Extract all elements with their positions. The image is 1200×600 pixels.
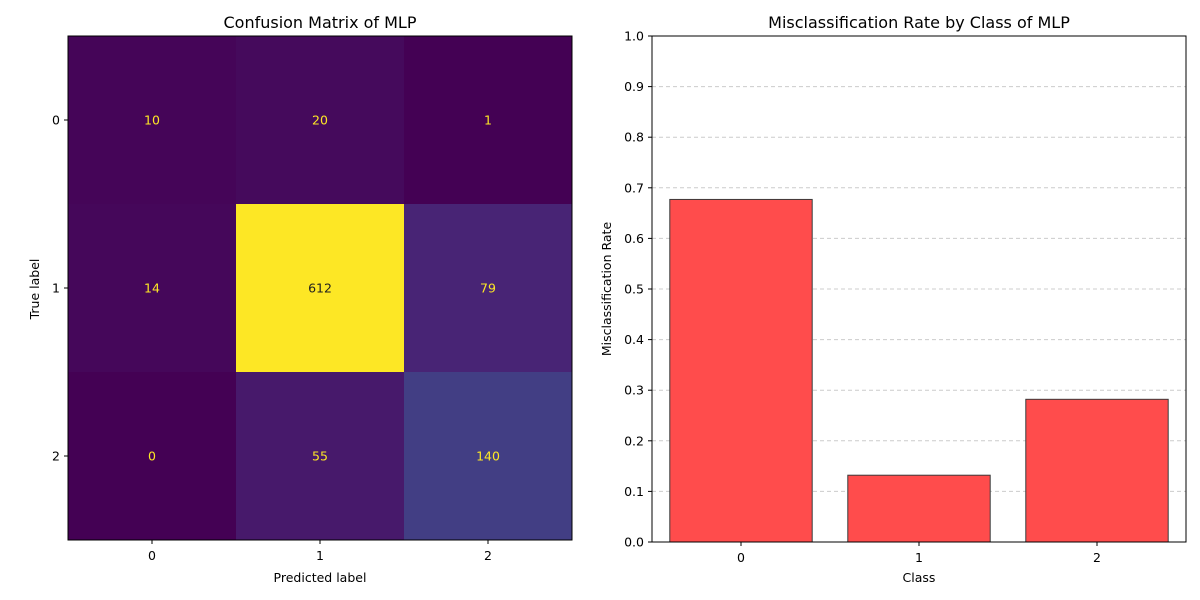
matrix-cell xyxy=(404,36,572,204)
matrix-cell xyxy=(404,204,572,372)
y-tick-label: 0.3 xyxy=(624,383,644,398)
y-tick-label: 0 xyxy=(52,113,60,128)
matrix-cell xyxy=(68,204,236,372)
matrix-cell xyxy=(68,372,236,540)
confusion-matrix-x-ticks: 0 1 2 xyxy=(148,540,492,563)
matrix-cell-value: 612 xyxy=(308,281,332,296)
bar-chart-y-axis-label: Misclassification Rate xyxy=(599,222,614,357)
matrix-cell xyxy=(236,204,404,372)
matrix-cell-value: 55 xyxy=(312,449,328,464)
bar-chart-title: Misclassification Rate by Class of MLP xyxy=(768,13,1070,32)
y-tick-label: 0.8 xyxy=(624,130,644,145)
x-tick-label: 2 xyxy=(484,548,492,563)
matrix-cell-value: 0 xyxy=(148,449,156,464)
bar-chart-panel: Misclassification Rate by Class of MLP 0… xyxy=(599,13,1187,585)
confusion-matrix-title: Confusion Matrix of MLP xyxy=(223,13,416,32)
y-tick-label: 0.9 xyxy=(624,79,644,94)
matrix-cell-value: 140 xyxy=(476,449,500,464)
y-tick-label: 0.5 xyxy=(624,282,644,297)
confusion-matrix-panel: Confusion Matrix of MLP 10 20 114 612 790 55 1… xyxy=(27,13,573,585)
bar-chart-bars xyxy=(669,198,1169,543)
matrix-cell-value: 20 xyxy=(312,113,328,128)
x-tick-label: 1 xyxy=(915,550,923,565)
bar-chart-y-ticks: 0.0 0.1 0.2 0.3 0.4 0.5 0.6 0.7 0.8 0.9 1.0 xyxy=(624,29,652,550)
confusion-matrix-x-axis-label: Predicted label xyxy=(274,570,367,585)
y-tick-label: 0.6 xyxy=(624,231,644,246)
matrix-cell xyxy=(68,36,236,204)
bar xyxy=(669,198,813,543)
y-tick-label: 0.1 xyxy=(624,484,644,499)
matrix-cell xyxy=(404,372,572,540)
y-tick-label: 2 xyxy=(52,449,60,464)
confusion-matrix-y-ticks: 0 1 2 xyxy=(52,113,68,464)
matrix-cell-value: 14 xyxy=(144,281,160,296)
confusion-matrix-cell-labels: 10 20 1 14 612 79 0 55 140 xyxy=(144,113,500,464)
x-tick-label: 1 xyxy=(316,548,324,563)
y-tick-label: 0.2 xyxy=(624,433,644,448)
matrix-cell-value: 1 xyxy=(484,113,492,128)
x-tick-label: 0 xyxy=(737,550,745,565)
y-tick-label: 0.0 xyxy=(624,535,644,550)
bar-chart-x-axis-label: Class xyxy=(903,570,936,585)
bar-chart-x-ticks: 0 1 2 xyxy=(737,542,1101,565)
bar xyxy=(1025,398,1169,543)
y-tick-label: 1.0 xyxy=(624,29,644,44)
matrix-cell-value: 10 xyxy=(144,113,160,128)
y-tick-label: 0.7 xyxy=(624,180,644,195)
bar xyxy=(847,474,991,543)
matrix-cell-value: 79 xyxy=(480,281,496,296)
confusion-matrix-cells xyxy=(67,35,573,541)
y-tick-label: 0.4 xyxy=(624,332,644,347)
matrix-cell xyxy=(236,36,404,204)
y-tick-label: 1 xyxy=(52,281,60,296)
confusion-matrix-y-axis-label: True label xyxy=(27,259,42,321)
matrix-cell xyxy=(236,372,404,540)
x-tick-label: 2 xyxy=(1093,550,1101,565)
x-tick-label: 0 xyxy=(148,548,156,563)
